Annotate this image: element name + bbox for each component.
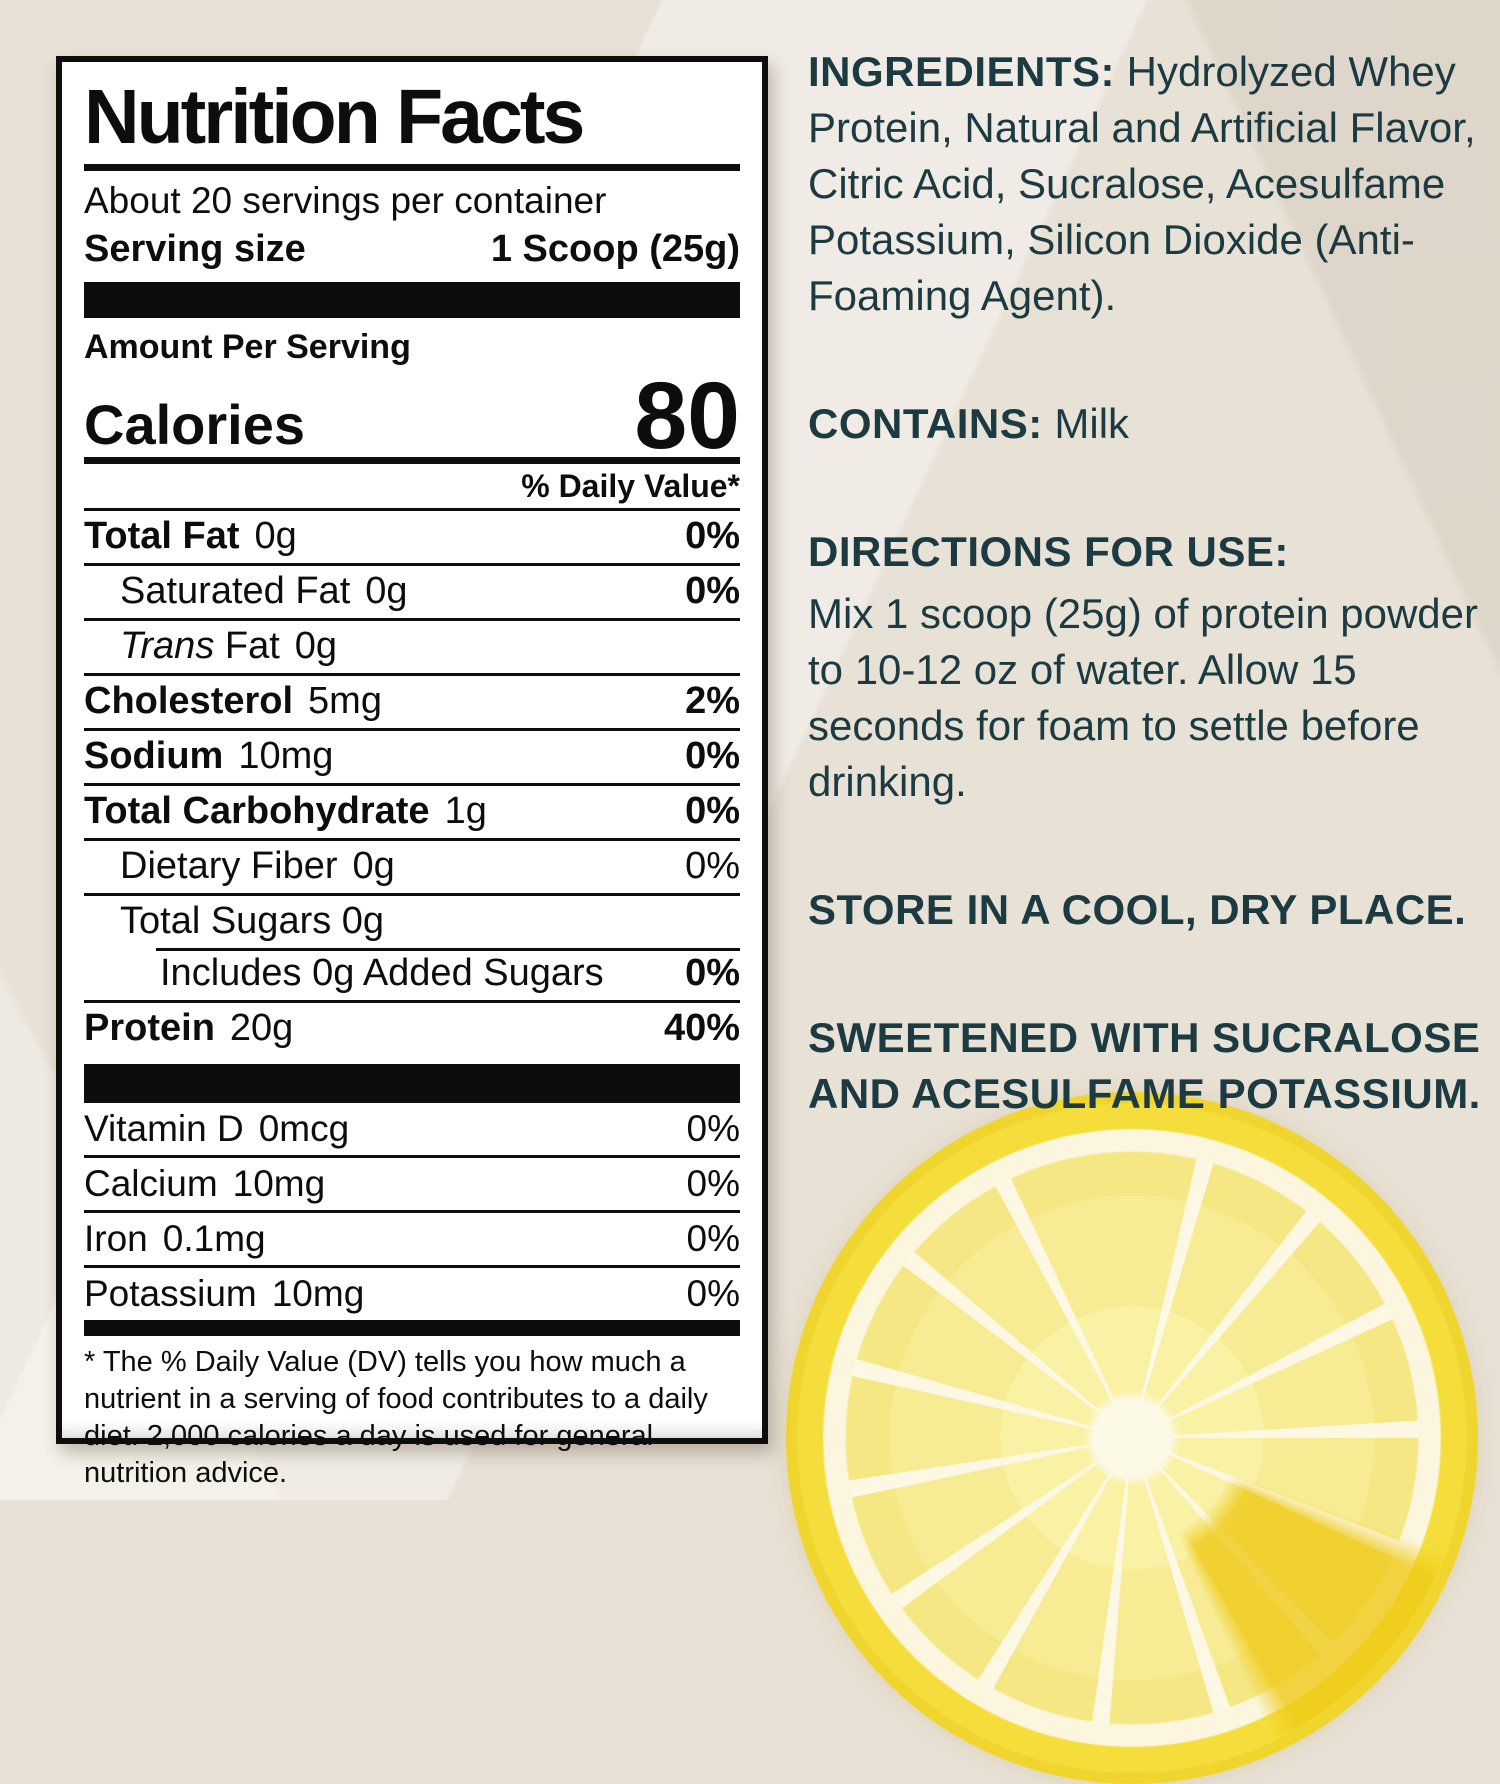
vitamin-rows: Vitamin D 0mcg 0% Calcium 10mg 0% Iron 0.1mg 0% P…: [84, 1100, 740, 1320]
nutrient-daily-value: 0%: [686, 1108, 740, 1149]
nutrient-amount: 0g: [254, 515, 297, 557]
nutrient-amount: 1g: [444, 790, 487, 832]
nutrient-amount: 10mg: [271, 1273, 365, 1314]
nutrient-amount: 0mcg: [258, 1108, 350, 1149]
nutrient-name: Trans Fat 0g: [120, 625, 338, 667]
vitamin-row: Vitamin D 0mcg 0%: [84, 1100, 740, 1155]
nutrient-name: Vitamin D 0mcg: [84, 1108, 350, 1149]
nutrient-name: Dietary Fiber 0g: [120, 845, 395, 887]
nutrient-row: Cholesterol 5mg 2%: [84, 673, 740, 728]
nutrient-rows: Total Fat 0g 0% Saturated Fat 0g 0% Trans Fat 0…: [84, 508, 740, 1055]
ingredients-section-heading: INGREDIENTS:: [808, 48, 1116, 95]
nutrient-name: Iron 0.1mg: [84, 1218, 266, 1259]
daily-value-header: % Daily Value*: [521, 468, 740, 504]
nutrient-name: Saturated Fat 0g: [120, 570, 408, 612]
nutrient-daily-value: 0%: [685, 735, 740, 777]
nutrient-row: Dietary Fiber 0g 0%: [84, 838, 740, 893]
calories-divider: [84, 457, 740, 464]
nutrient-amount: 10mg: [232, 1163, 326, 1204]
daily-value-footnote: * The % Daily Value (DV) tells you how m…: [84, 1346, 708, 1489]
nutrient-daily-value: 0%: [685, 845, 740, 887]
section-divider-bar: [84, 282, 740, 318]
nutrient-daily-value: 0%: [685, 952, 740, 994]
nutrient-name: Total Fat 0g: [84, 515, 297, 557]
lemon-slice-shaded-sector: [786, 1092, 1478, 1784]
nutrient-name: Includes 0g Added Sugars: [160, 952, 604, 994]
serving-size-row: Serving size 1 Scoop (25g): [84, 225, 740, 273]
nutrient-amount: 0g: [352, 845, 395, 887]
nutrition-facts-title: Nutrition Facts: [84, 74, 585, 160]
serving-size-label: Serving size: [84, 228, 306, 270]
directions-section-heading: DIRECTIONS FOR USE:: [808, 528, 1289, 575]
section-divider-bar: [84, 1320, 740, 1336]
nutrient-row: Total Carbohydrate 1g 0%: [84, 783, 740, 838]
section-divider-bar: [84, 1064, 740, 1100]
nutrient-amount: 5mg: [308, 680, 382, 722]
vitamin-row: Iron 0.1mg 0%: [84, 1210, 740, 1265]
calories-row: Calories 80: [84, 363, 740, 469]
nutrient-name: Calcium 10mg: [84, 1163, 326, 1204]
nutrient-name: Protein 20g: [84, 1007, 294, 1049]
nutrient-name: Total Carbohydrate 1g: [84, 790, 487, 832]
nutrient-row: Protein 20g 40%: [84, 1000, 740, 1055]
nutrient-daily-value: 0%: [686, 1273, 740, 1314]
calories-label: Calories: [84, 393, 305, 456]
product-back-label: Nutrition Facts About 20 servings per co…: [56, 44, 1484, 1784]
info-panel: INGREDIENTS: Hydrolyzed Whey Protein, Na…: [808, 44, 1484, 1194]
directions-section: DIRECTIONS FOR USE: Mix 1 scoop (25g) of …: [808, 524, 1484, 810]
nutrient-daily-value: 2%: [685, 680, 740, 722]
nutrient-name: Potassium 10mg: [84, 1273, 365, 1314]
nutrient-amount: 10mg: [238, 735, 334, 777]
serving-size-value: 1 Scoop (25g): [490, 228, 740, 270]
contains-section: CONTAINS: Milk: [808, 400, 1130, 447]
vitamin-row: Calcium 10mg 0%: [84, 1155, 740, 1210]
nutrient-amount: 0g: [365, 570, 408, 612]
title-divider: [84, 164, 740, 171]
nutrient-amount: 0g: [294, 625, 338, 667]
nutrient-amount: 20g: [229, 1007, 294, 1049]
contains-section-heading: CONTAINS:: [808, 400, 1043, 447]
nutrient-row: Total Fat 0g 0%: [84, 508, 740, 563]
servings-per-container: About 20 servings per container: [84, 180, 607, 221]
sweetener-note: SWEETENED WITH SUCRALOSE AND ACESULFAME …: [808, 1014, 1481, 1117]
storage-note: STORE IN A COOL, DRY PLACE.: [808, 886, 1467, 933]
ingredients-section: INGREDIENTS: Hydrolyzed Whey Protein, Na…: [808, 48, 1476, 319]
calories-value: 80: [634, 363, 740, 469]
nutrient-row: Saturated Fat 0g 0%: [84, 563, 740, 618]
nutrient-row: Total Sugars 0g: [84, 893, 740, 948]
lemon-slice-disc: [786, 1092, 1478, 1784]
nutrient-daily-value: 0%: [686, 1163, 740, 1204]
nutrient-row: Sodium 10mg 0%: [84, 728, 740, 783]
nutrient-daily-value: 0%: [686, 1218, 740, 1259]
nutrient-amount: 0.1mg: [162, 1218, 266, 1259]
vitamin-row: Potassium 10mg 0%: [84, 1265, 740, 1320]
nutrient-daily-value: 0%: [685, 790, 740, 832]
nutrient-row: Includes 0g Added Sugars 0%: [84, 948, 740, 1000]
nutrient-name: Sodium 10mg: [84, 735, 334, 777]
nutrient-daily-value: 0%: [685, 515, 740, 557]
nutrient-daily-value: 0%: [685, 570, 740, 612]
amount-per-serving-label: Amount Per Serving: [84, 328, 411, 366]
nutrient-name: Total Sugars 0g: [120, 900, 385, 942]
nutrient-name: Cholesterol 5mg: [84, 680, 382, 722]
nutrient-daily-value: 40%: [663, 1007, 740, 1049]
nutrition-facts-label: Nutrition Facts About 20 servings per co…: [56, 56, 768, 1489]
nutrient-row: Trans Fat 0g: [84, 618, 740, 673]
